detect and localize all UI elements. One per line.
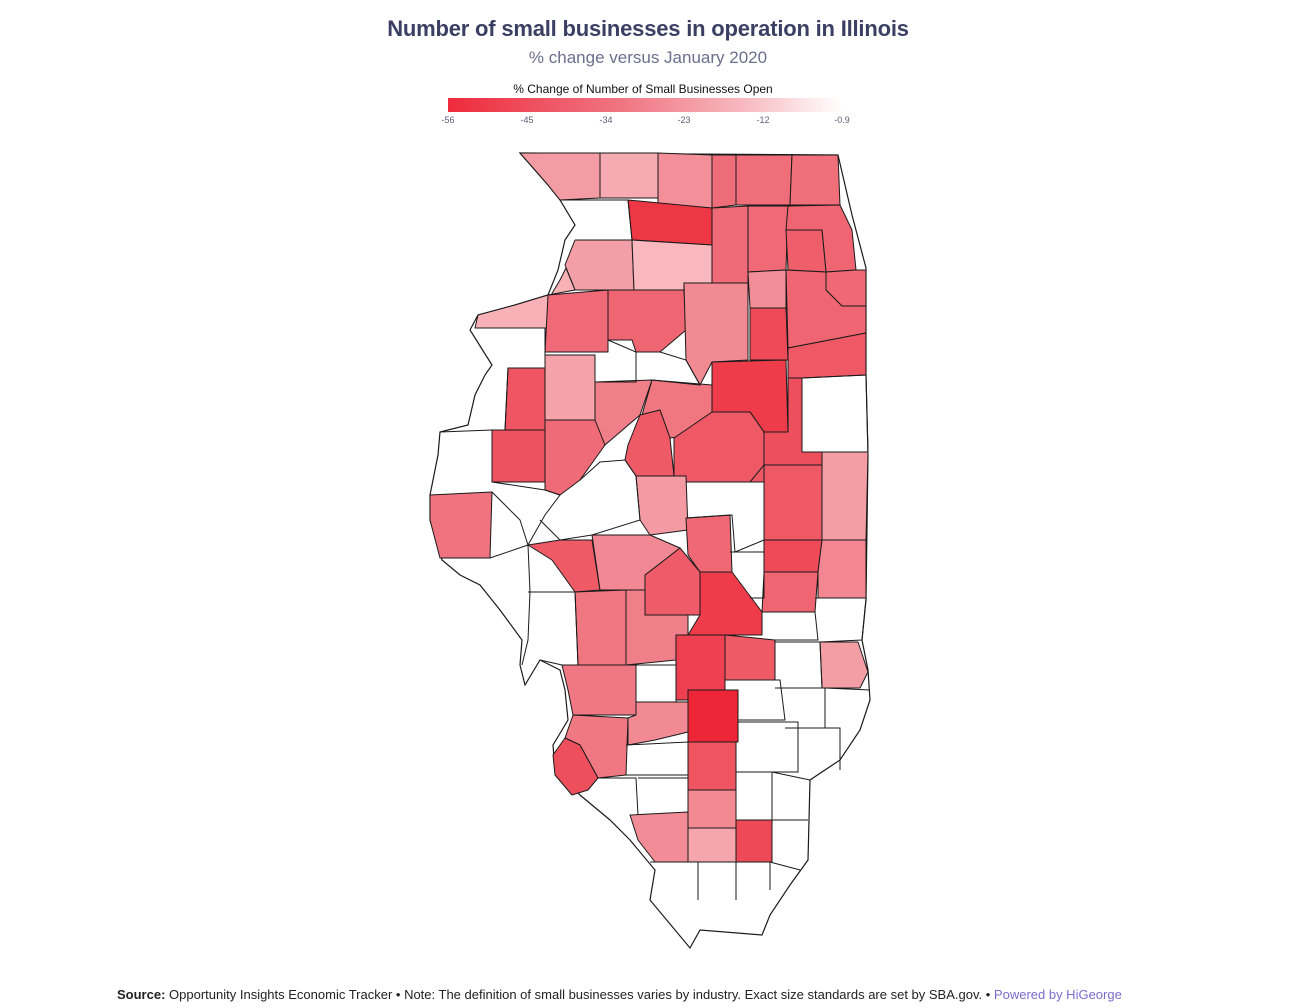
county[interactable]	[627, 199, 713, 246]
source-label: Source:	[117, 987, 166, 1002]
footer: Source: Opportunity Insights Economic Tr…	[117, 987, 1122, 1002]
county[interactable]	[687, 689, 739, 743]
county-layer	[429, 152, 869, 863]
page-subtitle: % change versus January 2020	[528, 48, 768, 67]
county[interactable]	[657, 152, 713, 209]
legend-tick: -56	[441, 115, 455, 125]
county[interactable]	[763, 464, 823, 541]
county[interactable]	[819, 641, 869, 689]
legend-tick: -34	[599, 115, 613, 125]
county[interactable]	[687, 789, 737, 829]
legend-color-scale	[448, 98, 842, 112]
powered-by-link[interactable]: Powered by HiGeorge	[993, 987, 1122, 1002]
county[interactable]	[625, 589, 689, 666]
county[interactable]	[552, 737, 599, 796]
nodata-county-lines	[439, 199, 871, 900]
county[interactable]	[763, 539, 823, 573]
legend-title: % Change of Number of Small Businesses O…	[513, 82, 773, 96]
county[interactable]	[749, 307, 789, 361]
county[interactable]	[544, 354, 596, 421]
county[interactable]	[687, 741, 737, 791]
county[interactable]	[474, 267, 576, 329]
county[interactable]	[629, 811, 689, 863]
county[interactable]	[724, 634, 776, 681]
county[interactable]	[789, 154, 841, 206]
county[interactable]	[735, 154, 793, 206]
county[interactable]	[735, 819, 773, 863]
legend-tick: -23	[677, 115, 691, 125]
source-text: Opportunity Insights Economic Tracker • …	[169, 987, 991, 1002]
county[interactable]	[599, 152, 659, 199]
county[interactable]	[821, 451, 869, 541]
county[interactable]	[504, 367, 546, 431]
page-title: Number of small businesses in operation …	[387, 16, 909, 41]
county[interactable]	[747, 205, 789, 273]
county[interactable]	[785, 229, 827, 273]
legend-ticks: -56 -45 -34 -23 -12 -0.9	[441, 115, 849, 127]
county[interactable]	[544, 289, 609, 353]
legend-tick: -12	[756, 115, 770, 125]
county[interactable]	[491, 429, 546, 483]
county[interactable]	[747, 269, 787, 309]
county[interactable]	[687, 827, 737, 863]
legend-tick: -0.9	[834, 115, 850, 125]
county[interactable]	[627, 701, 689, 746]
county[interactable]	[761, 571, 819, 613]
county[interactable]	[574, 589, 627, 666]
county[interactable]	[519, 152, 601, 201]
county[interactable]	[817, 539, 867, 599]
county[interactable]	[711, 205, 749, 284]
county[interactable]	[429, 491, 493, 559]
county[interactable]	[687, 571, 763, 636]
county[interactable]	[561, 664, 637, 716]
county[interactable]	[711, 154, 737, 209]
county[interactable]	[564, 239, 635, 291]
legend-tick: -45	[520, 115, 534, 125]
county[interactable]	[635, 475, 689, 536]
